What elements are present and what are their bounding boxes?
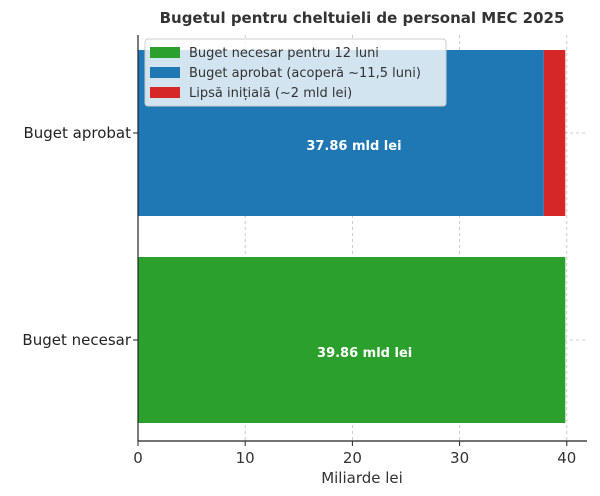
legend: Buget necesar pentru 12 luni Buget aproba… [144,38,447,107]
data-label-1: 39.86 mld lei [317,346,412,361]
x-tick-label-20: 20 [343,449,362,467]
bar-1-series-0 [138,257,566,423]
legend-swatch-1 [150,67,180,78]
y-category-label-1: Buget necesar [22,331,131,349]
x-tick-label-30: 30 [450,449,469,467]
legend-box [144,38,447,107]
bar-0-series-2 [543,50,566,216]
legend-entry-1: Buget aprobat (acoperă ~11,5 luni) [189,66,421,81]
axes: 0 10 20 30 40 Buget aprobat Buget necesar [22,35,587,467]
chart-title: Bugetul pentru cheltuieli de personal ME… [160,9,565,27]
data-label-0: 37.86 mld lei [306,139,401,154]
legend-swatch-0 [150,47,180,58]
x-axis-label: Miliarde lei [321,469,403,487]
legend-entry-2: Lipsă inițială (~2 mld lei) [189,86,352,101]
x-tick-label-0: 0 [133,449,143,467]
bars [138,50,566,423]
x-tick-label-40: 40 [557,449,576,467]
data-labels: 37.86 mld lei 39.86 mld lei [306,139,412,361]
legend-swatch-2 [150,87,180,98]
legend-entry-0: Buget necesar pentru 12 luni [189,46,379,61]
x-tick-label-10: 10 [236,449,255,467]
y-category-label-0: Buget aprobat [23,124,131,142]
